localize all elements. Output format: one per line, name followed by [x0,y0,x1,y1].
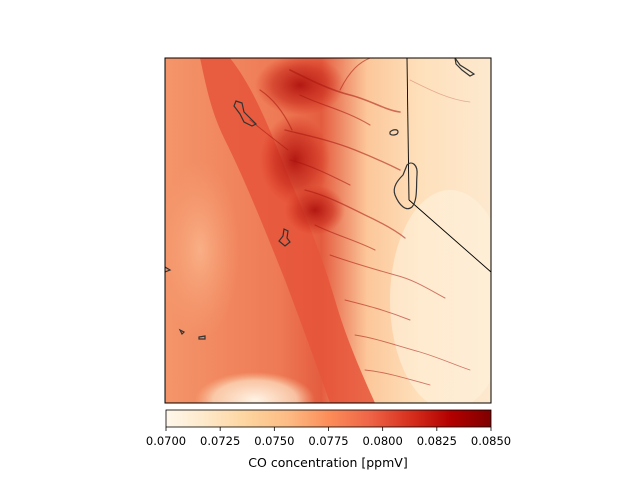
colorbar-tick-label: 0.0775 [308,434,348,448]
state-boundaries [406,58,491,273]
colorbar-ticks: 0.0700 0.0725 0.0750 0.0775 0.0800 0.0825 0.08… [146,427,511,448]
lake-central [278,228,291,247]
colorbar-label: CO concentration [ppmV] [248,455,407,470]
hotspot-central [260,115,330,205]
low-concentration-west [165,160,240,340]
lake-west-edge [165,266,172,273]
colorbar: 0.0700 0.0725 0.0750 0.0775 0.0800 0.0825 0.08… [146,409,511,470]
hotspot-south [285,185,345,235]
colorbar-tick-label: 0.0700 [146,434,186,448]
boundary-diagonal [408,199,491,273]
lake-east-small [389,129,399,136]
map-frame [164,57,492,404]
colorbar-gradient [166,410,491,427]
concentration-map [165,58,491,403]
colorbar-tick-label: 0.0800 [363,434,403,448]
low-concentration-east [390,190,491,403]
colorbar-tick-label: 0.0725 [200,434,240,448]
lake-southwest-1 [178,328,186,336]
hotspot-north [255,58,345,115]
boundary-vertical [406,58,410,201]
colorbar-tick-label: 0.0825 [417,434,457,448]
lake-northwest [233,100,258,127]
lake-northeast [454,58,476,77]
colorbar-tick-label: 0.0750 [254,434,294,448]
valley-streaks [249,58,471,386]
low-concentration-south [195,372,315,403]
lake-east-large [393,162,418,210]
lake-outlines [165,58,476,340]
lake-southwest-2 [198,335,206,340]
colorbar-tick-label: 0.0850 [471,434,511,448]
